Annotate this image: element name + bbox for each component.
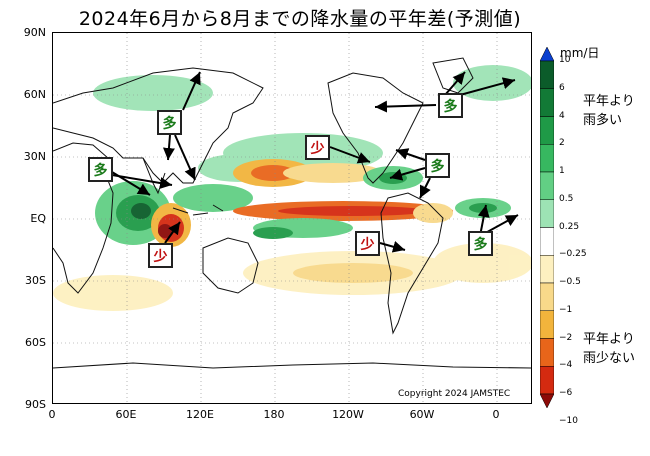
colorbar-label: 1 <box>559 166 565 176</box>
colorbar-label: 6 <box>559 82 565 93</box>
colorbar-segment <box>540 255 554 284</box>
colorbar-unit: mm/日 <box>560 46 600 60</box>
colorbar-label: −6 <box>559 388 573 398</box>
colorbar-label: 10 <box>559 55 571 65</box>
legend-dry: 平年より雨少ない <box>583 330 645 368</box>
colorbar-label: −2 <box>559 332 573 343</box>
colorbar-label: 0.5 <box>559 193 574 204</box>
colorbar-segment <box>540 227 554 256</box>
colorbar-label: −0.5 <box>559 277 581 287</box>
y-tick-eq: EQ <box>30 212 46 225</box>
y-tick-90s: 90S <box>25 398 46 411</box>
y-tick-60s: 60S <box>25 336 46 349</box>
callout-wet-east-asia: 多 <box>157 110 182 135</box>
colorbar <box>540 47 554 408</box>
callout-wet-central-america: 多 <box>425 153 450 178</box>
colorbar-segment <box>540 199 554 228</box>
map-title: 2024年6月から8月までの降水量の平年差(予測値) <box>78 8 522 30</box>
x-tick-0-right: 0 <box>492 408 500 421</box>
colorbar-label: 2 <box>559 138 565 149</box>
x-tick-120e: 120E <box>186 408 214 421</box>
colorbar-segment <box>540 116 554 145</box>
callout-wet-atlantic: 多 <box>468 231 493 256</box>
x-tick-60e: 60E <box>115 408 137 421</box>
callout-dry-east-indian-ocean: 少 <box>148 243 173 268</box>
colorbar-label: −10 <box>559 415 578 426</box>
x-tick-60w: 60W <box>409 408 435 421</box>
colorbar-label: −0.25 <box>559 249 587 260</box>
legend-wet-text: 平年より雨多い <box>583 94 635 128</box>
callout-wet-north-america: 多 <box>438 93 463 118</box>
colorbar-segment <box>540 144 554 173</box>
x-tick-0: 0 <box>48 408 56 421</box>
y-tick-90n: 90N <box>23 26 46 39</box>
colorbar-segment <box>540 366 554 395</box>
colorbar-label: 4 <box>559 110 565 121</box>
callout-dry-north-pacific: 少 <box>305 135 330 160</box>
colorbar-segment <box>540 338 554 367</box>
colorbar-label: −4 <box>559 360 573 371</box>
callout-dry-south-america: 少 <box>355 231 380 256</box>
x-tick-120w: 120W <box>332 408 364 421</box>
colorbar-segment <box>540 310 554 339</box>
colorbar-segment <box>540 282 554 311</box>
x-tick-180: 180 <box>263 408 285 421</box>
precipitation-anomaly-map <box>52 32 532 404</box>
colorbar-label: −1 <box>559 304 573 315</box>
legend-dry-text: 平年より雨少ない <box>583 332 636 366</box>
colorbar-top-arrow <box>540 47 554 62</box>
colorbar-segment <box>540 88 554 117</box>
legend-wet: 平年より雨多い <box>583 92 643 130</box>
callout-wet-india: 多 <box>88 157 113 182</box>
y-tick-60n: 60N <box>23 88 46 101</box>
y-tick-30n: 30N <box>23 150 46 163</box>
copyright-text: Copyright 2024 JAMSTEC <box>398 389 511 399</box>
colorbar-segment <box>540 171 554 200</box>
colorbar-bottom-arrow <box>540 393 554 408</box>
y-tick-30s: 30S <box>25 274 46 287</box>
colorbar-label: 0.25 <box>559 221 580 232</box>
colorbar-segment <box>540 60 554 89</box>
